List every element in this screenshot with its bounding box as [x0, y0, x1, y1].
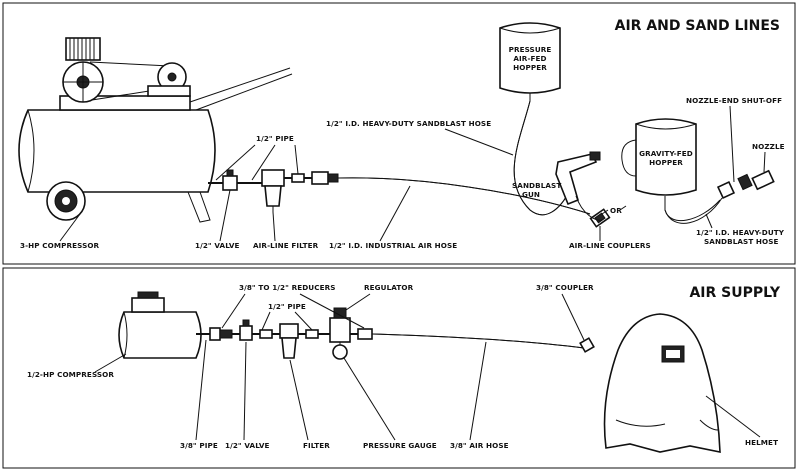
leader-industrial-hose: [379, 185, 411, 242]
leader-hd-hose: [705, 213, 713, 229]
leader-air-hose: [469, 341, 487, 441]
bottom-air-line: [219, 307, 595, 360]
leader-regulator: [345, 293, 371, 311]
leader-half-pipe-b: [251, 144, 276, 181]
label-shutoff: NOZZLE-END SHUT-OFF: [686, 96, 782, 105]
label-3hp-compressor: 3-HP COMPRESSOR: [20, 241, 100, 250]
label-half-pipe-bottom: 1/2" PIPE: [268, 302, 306, 311]
label-bottom-valve: 1/2" VALVE: [225, 441, 270, 450]
label-gun-1: SANDBLAST: [512, 181, 561, 190]
gravity-hopper: [621, 118, 775, 224]
label-hd-hose-1: 1/2" I.D. HEAVY-DUTY: [696, 228, 785, 237]
leader-three-eighths-pipe: [195, 339, 207, 441]
label-nozzle: NOZZLE: [752, 142, 785, 151]
label-pressure-3: HOPPER: [513, 63, 547, 72]
leader-half-pipe-bottom-b: [294, 311, 313, 331]
leader-helmet: [705, 395, 761, 438]
label-industrial-hose: 1/2" I.D. INDUSTRIAL AIR HOSE: [329, 241, 457, 250]
leader-airline-filter: [272, 211, 276, 242]
leader-sandblast-hose: [444, 128, 514, 156]
leader-3hp-compressor: [59, 213, 81, 242]
bottom-labels: 1/2-HP COMPRESSOR 3/8" TO 1/2" REDUCERS …: [27, 283, 778, 450]
label-half-valve: 1/2" VALVE: [195, 241, 240, 250]
large-compressor: [18, 37, 293, 223]
leader-half-pipe-c: [294, 144, 299, 175]
pressure-hopper: [499, 22, 571, 216]
label-regulator: REGULATOR: [364, 283, 414, 292]
leader-reducers-b: [299, 293, 365, 329]
label-pressure-2: AIR-FED: [513, 54, 546, 63]
label-airline-filter: AIR-LINE FILTER: [253, 241, 319, 250]
bottom-panel-title: AIR SUPPLY: [689, 285, 780, 301]
leader-nozzle: [763, 151, 766, 173]
top-panel-frame: [2, 2, 796, 265]
label-couplers: AIR-LINE COUPLERS: [569, 241, 651, 250]
bottom-panel-frame: [2, 267, 796, 469]
label-gun-2: GUN: [522, 190, 540, 199]
label-or: OR: [610, 206, 622, 215]
leader-reducers-a: [221, 293, 246, 329]
helmet: [603, 313, 721, 453]
label-pressure-gauge: PRESSURE GAUGE: [363, 441, 437, 450]
label-half-hp-compressor: 1/2-HP COMPRESSOR: [27, 370, 114, 379]
label-three-eighths-pipe: 3/8" PIPE: [180, 441, 218, 450]
top-air-line: [208, 169, 611, 228]
leader-pressure-gauge: [343, 357, 396, 441]
label-hd-hose-2: SANDBLAST HOSE: [704, 237, 779, 246]
leader-half-pipe-bottom-a: [261, 311, 271, 331]
label-filter: FILTER: [303, 441, 330, 450]
leader-half-pipe-a: [215, 144, 256, 181]
or-arrows: [601, 205, 627, 215]
leader-coupler: [561, 293, 585, 341]
label-gravity-1: GRAVITY-FED: [639, 149, 693, 158]
leader-bottom-valve: [243, 341, 247, 441]
label-reducers: 3/8" TO 1/2" REDUCERS: [239, 283, 336, 292]
leader-half-hp-compressor: [94, 353, 127, 373]
label-half-pipe-top: 1/2" PIPE: [256, 134, 294, 143]
leader-filter: [289, 359, 309, 441]
top-labels: 3-HP COMPRESSOR 1/2" VALVE 1/2" PIPE AIR…: [20, 45, 785, 250]
top-panel-title: AIR AND SAND LINES: [615, 18, 780, 34]
leader-shutoff: [729, 105, 735, 183]
label-coupler: 3/8" COUPLER: [536, 283, 594, 292]
sandblast-gun: [555, 151, 603, 221]
label-air-hose: 3/8" AIR HOSE: [450, 441, 509, 450]
leader-half-valve: [219, 189, 231, 242]
label-helmet: HELMET: [745, 438, 778, 447]
label-gravity-2: HOPPER: [649, 158, 683, 167]
small-compressor: [118, 291, 221, 359]
label-sandblast-hose: 1/2" I.D. HEAVY-DUTY SANDBLAST HOSE: [326, 119, 491, 128]
label-pressure-1: PRESSURE: [509, 45, 552, 54]
